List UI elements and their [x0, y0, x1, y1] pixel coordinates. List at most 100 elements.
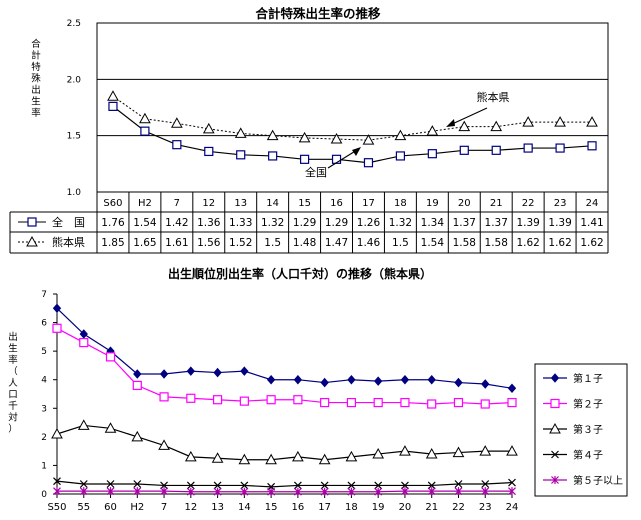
chart1-x-tick-label: 14 [266, 198, 279, 209]
chart1-table-value: 1.42 [165, 217, 188, 229]
chart2-x-ticks: S50 55 60 H2 7 12 13 14 15 16 17 18 19 20 21 22 23 24 [47, 494, 518, 513]
chart2-y-tick-label: 2 [41, 433, 47, 443]
chart1-table-value: 1.5 [264, 237, 281, 249]
chart2-legend-label: 第３子 [573, 423, 603, 436]
chart1-point [172, 140, 182, 150]
chart1-table-value: 1.65 [133, 237, 156, 249]
chart2-point [186, 393, 196, 403]
chart2-point [454, 377, 463, 388]
chart1-series-line-0 [112, 105, 593, 164]
chart1-point [523, 143, 533, 153]
chart2-x-tick-label: H2 [130, 502, 144, 513]
chart2-point [508, 487, 516, 496]
chart1-table-value: 1.32 [261, 217, 284, 229]
chart2-point [238, 453, 251, 465]
chart1-y-tick-label: 2.0 [67, 75, 82, 85]
chart1-point [299, 154, 310, 164]
chart2-point [266, 395, 276, 405]
chart1-table-value: 1.61 [165, 237, 188, 249]
chart1-point [459, 145, 469, 155]
chart2-x-tick-label: 55 [77, 502, 90, 513]
chart1-x-tick-label: 22 [522, 198, 535, 209]
chart2-point [345, 450, 358, 462]
chart2-point [373, 397, 383, 408]
chart1-x-tick-label: H2 [138, 198, 152, 209]
chart2-y-tick-label: 3 [41, 404, 47, 414]
chart2-point [347, 487, 356, 496]
chart2-point [507, 383, 517, 394]
chart2-y-tick-label: 4 [41, 376, 47, 386]
chart1-label-kumamoto: 熊本県 [477, 90, 510, 104]
chart2-axes [56, 294, 512, 495]
chart2-point [239, 396, 249, 406]
chart2-point [320, 377, 329, 388]
chart1-y-tick-label: 1.5 [67, 132, 81, 142]
chart2-point [213, 487, 222, 496]
chart2-y-tick-label: 7 [41, 290, 47, 300]
chart1-x-tick-label: 23 [554, 198, 567, 209]
chart2-point [480, 399, 490, 409]
chart2-point [52, 323, 62, 333]
chart2-point [293, 395, 303, 405]
chart2-point [401, 481, 409, 490]
chart2-point [481, 480, 490, 488]
chart1-point [362, 134, 375, 145]
chart1-series-line-1 [112, 95, 593, 141]
chart2-point [347, 374, 356, 385]
chart1-table-value: 1.56 [197, 237, 221, 249]
chart2-point [213, 481, 222, 490]
chart2-point [293, 374, 303, 385]
chart2-x-tick-label: 21 [425, 502, 438, 513]
chart1-point [555, 143, 565, 153]
chart2-point [265, 453, 277, 465]
chart1-table-value: 1.37 [453, 217, 476, 229]
chart2-point [292, 450, 304, 462]
chart2-point [452, 446, 465, 458]
chart2-legend-box [534, 363, 628, 497]
chart1-table-value: 1.5 [392, 237, 409, 249]
chart2-point [186, 366, 195, 376]
chart1-table-series-name: 全 国 [52, 215, 85, 229]
chart1-arrow-kumamoto [449, 107, 488, 126]
chart2-point [507, 397, 517, 408]
chart1-table-value: 1.62 [548, 237, 571, 249]
chart1-table-value: 1.26 [357, 217, 381, 229]
chart2-point [104, 422, 117, 433]
chart1-x-tick-label: 15 [298, 198, 311, 209]
chart1-y-ticks: 1.0 1.5 2.0 2.5 [67, 19, 82, 198]
chart1-table-value: 1.46 [357, 237, 381, 249]
chart2-point [186, 487, 195, 496]
chart2-y-ticks: 0 1 2 3 4 5 6 7 [41, 290, 57, 500]
chart2-point [240, 487, 249, 496]
chart2-y-tick-label: 5 [41, 347, 47, 357]
chart2-legend-label: 第５子以上 [573, 474, 623, 487]
chart1-point [266, 129, 279, 141]
chart2-x-tick-label: 23 [479, 502, 492, 513]
chart2-point [400, 397, 410, 408]
chart2-legend-label: 第２子 [573, 398, 603, 411]
chart2-point [318, 453, 331, 465]
chart1-point [427, 149, 437, 159]
chart2-point [453, 397, 464, 408]
chart2-x-tick-label: 20 [399, 502, 412, 513]
chart1-table-value: 1.54 [421, 237, 445, 249]
chart2-point [240, 481, 249, 490]
chart2-point [133, 487, 142, 496]
chart1-x-tick-label: 20 [458, 198, 471, 209]
chart2-point [479, 445, 492, 456]
chart1-series-lines [107, 90, 598, 168]
chart1-table-value: 1.85 [101, 237, 124, 249]
chart1-arrow-japan [327, 149, 358, 169]
chart1-x-tick-label: 16 [330, 198, 343, 209]
chart1-plot-area [96, 22, 609, 193]
chart2-point [133, 480, 142, 488]
chart2-legend-marker [551, 476, 559, 484]
chart1-arrowhead-kumamoto [446, 119, 455, 127]
chart1-point [554, 116, 566, 127]
chart2-point [211, 452, 224, 463]
chart2-y-tick-label: 6 [41, 319, 47, 329]
chart2-point [159, 369, 169, 379]
chart1-table-value: 1.48 [293, 237, 316, 249]
chart1-title: 合計特殊出生率の推移 [255, 6, 381, 21]
chart2-legend-marker [550, 373, 560, 383]
